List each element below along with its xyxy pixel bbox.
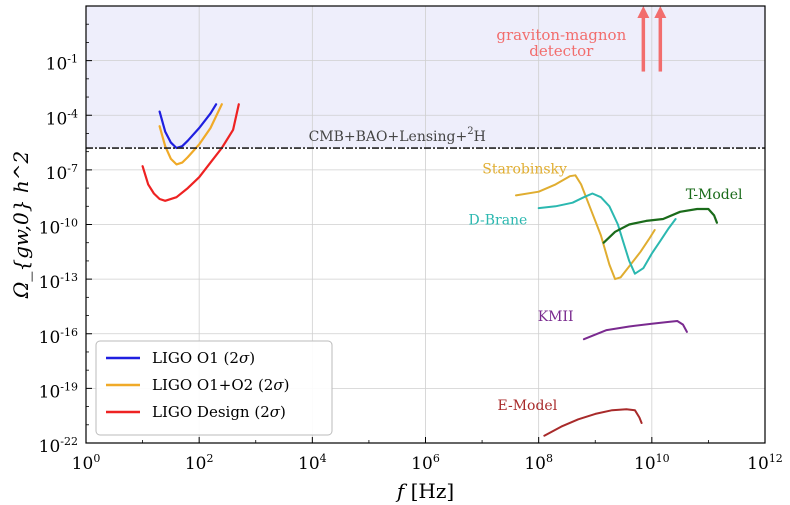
legend-label-2: LIGO Design (2σ)	[152, 403, 286, 421]
x-tick-label-10: 1010	[634, 452, 670, 474]
gm-arrow-head-1	[654, 6, 667, 18]
series-d-brane	[537, 192, 677, 275]
x-tick-label-2: 102	[185, 452, 214, 474]
y-tick-label--22: 10-22	[39, 435, 78, 457]
axes	[85, 5, 766, 444]
y-tick-label--19: 10-19	[39, 380, 78, 402]
x-tick-label-8: 108	[524, 452, 553, 474]
legend-label-0: LIGO O1 (2σ)	[152, 349, 255, 367]
y-tick-label--10: 10-10	[39, 217, 78, 239]
axis-labels: f [Hz] Ω_{gw,0} h^2	[9, 151, 454, 503]
y-axis-label: Ω_{gw,0} h^2	[9, 151, 33, 299]
y-tick-label--16: 10-16	[39, 326, 78, 348]
tick-labels: 100 102 104 106 108 1010 1012 10-1 10-4 10-7 10-10…	[39, 53, 783, 474]
x-axis-label: f [Hz]	[395, 479, 454, 503]
series-t-model	[602, 207, 718, 244]
gm-label-line1: graviton-magnon	[496, 26, 626, 44]
series-kmii	[582, 320, 688, 341]
legend: LIGO O1 (2σ) LIGO O1+O2 (2σ) LIGO Design (…	[95, 340, 333, 436]
y-tick-label--13: 10-13	[39, 271, 78, 293]
annot-kmii: KMII	[538, 309, 574, 325]
annot-starobinsky: Starobinsky	[482, 162, 567, 178]
y-tick-label--7: 10-7	[46, 162, 78, 184]
annot-t-model: T-Model	[686, 187, 743, 203]
x-tick-label-4: 104	[298, 452, 327, 474]
x-tick-label-0: 100	[72, 452, 101, 474]
series-ligo-design	[141, 103, 240, 202]
y-tick-label--4: 10-4	[46, 107, 78, 129]
series-e-model	[543, 408, 643, 437]
x-tick-label-6: 106	[411, 452, 440, 474]
series-ligo-o1	[158, 103, 218, 150]
series-layer	[141, 103, 718, 437]
y-tick-label--1: 10-1	[46, 53, 78, 75]
cmb-bound: CMB+BAO+Lensing+2H	[86, 126, 765, 149]
annotations: Starobinsky D-Brane T-Model KMII E-Model	[469, 162, 744, 415]
x-tick-label-12: 1012	[747, 452, 783, 474]
series-starobinsky	[515, 174, 656, 281]
gm-arrow-head-0	[637, 6, 650, 18]
annot-d-brane: D-Brane	[469, 213, 528, 229]
legend-label-1: LIGO O1+O2 (2σ)	[152, 376, 289, 394]
annot-e-model: E-Model	[497, 398, 557, 414]
cmb-bound-label: CMB+BAO+Lensing+2H	[309, 126, 486, 145]
gm-label-line2: detector	[529, 42, 594, 60]
series-ligo-o1-o2	[158, 103, 223, 166]
legend-box	[95, 340, 333, 436]
